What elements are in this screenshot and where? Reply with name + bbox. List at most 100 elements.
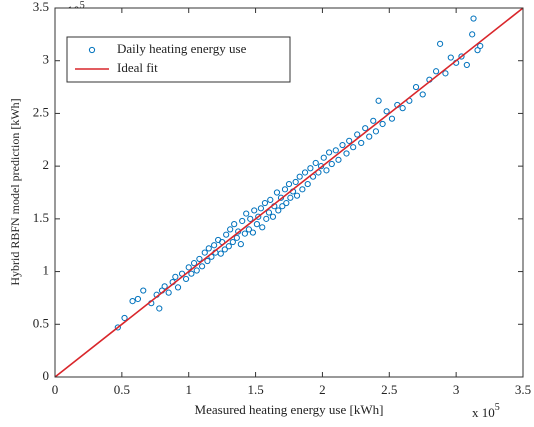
x-multiplier-power: 5 [495, 402, 500, 413]
scatter-point [375, 97, 382, 104]
scatter-point [469, 31, 476, 38]
scatter-point [296, 173, 303, 180]
scatter-point [419, 91, 426, 98]
scatter-point [474, 47, 481, 54]
scatter-point [346, 137, 353, 144]
scatter-point [287, 194, 294, 201]
scatter-point [343, 150, 350, 157]
scatter-point [245, 226, 252, 233]
y-tick-label: 2 [43, 157, 50, 172]
scatter-point [196, 255, 203, 263]
scatter-point [172, 273, 179, 280]
scatter-point [399, 105, 406, 112]
scatter-point [370, 117, 377, 124]
scatter-point [257, 205, 265, 212]
scatter-point [247, 215, 254, 222]
scatter-point [239, 217, 246, 225]
scatter-point [301, 169, 309, 176]
scatter-point [326, 149, 333, 156]
scatter-point [185, 264, 192, 271]
scatter-point [221, 246, 228, 253]
scatter-point [442, 70, 449, 77]
y-tick-label: 3.5 [33, 0, 49, 14]
y-axis-label: Hybrid RBFN model prediction [kWh] [8, 98, 22, 285]
scatter-point [379, 120, 386, 128]
scatter-point [362, 125, 369, 132]
x-multiplier: x 105 [472, 402, 500, 420]
scatter-point [205, 245, 212, 252]
y-tick-label: 2.5 [33, 104, 49, 119]
scatter-point [412, 83, 420, 91]
scatter-point [161, 283, 168, 290]
scatter-point [328, 160, 335, 168]
x-tick-label: 2.5 [381, 382, 397, 397]
scatter-point [223, 231, 230, 238]
scatter-point [229, 238, 236, 246]
x-tick-label: 0 [52, 382, 59, 397]
scatter-point [285, 180, 293, 188]
scatter-point [182, 275, 190, 283]
scatter-point [190, 260, 198, 267]
scatter-point [237, 241, 244, 248]
fit-line [54, 7, 524, 378]
y-tick-label: 3 [43, 52, 50, 67]
scatter-point [140, 287, 147, 294]
scatter-point [269, 213, 277, 220]
legend-marker [88, 46, 96, 54]
y-tick-label: 1.5 [33, 210, 49, 225]
scatter-point [201, 249, 208, 256]
legend-box [66, 36, 291, 83]
scatter-point [253, 221, 261, 228]
scatter-point [114, 324, 121, 331]
scatter-point [292, 178, 299, 186]
axes-box [54, 7, 524, 378]
legend-label: Daily heating energy use [117, 41, 247, 56]
x-tick-label: 2 [319, 382, 326, 397]
scatter-point [463, 61, 470, 69]
y-tick-label: 0.5 [33, 315, 49, 330]
scatter-point [188, 270, 195, 277]
scatter-point [174, 284, 182, 291]
scatter-point [217, 250, 224, 257]
scatter-point [339, 141, 346, 149]
scatter-point [279, 203, 286, 210]
scatter-point [354, 131, 361, 138]
scatter-point [366, 133, 373, 140]
scatter-point [134, 295, 142, 303]
scatter-point [259, 224, 266, 231]
scatter-point [204, 257, 211, 265]
scatter-point [335, 156, 342, 163]
scatter-point [165, 289, 172, 296]
scatter-point [241, 230, 248, 237]
scatter-point [458, 53, 465, 60]
scatter-point [299, 186, 306, 193]
scatter-point [332, 147, 339, 154]
scatter-point [267, 196, 274, 203]
scatter-point [323, 167, 330, 174]
legend-label: Ideal fit [117, 60, 158, 75]
x-tick-label: 3.5 [515, 382, 531, 397]
scatter-point [121, 314, 128, 322]
scatter-point [383, 108, 390, 115]
scatter-point [304, 180, 311, 188]
scatter-point [436, 40, 444, 47]
scatter-point [470, 15, 477, 22]
scatter-point [372, 128, 380, 135]
scatter-point [129, 297, 136, 305]
scatter-point [388, 115, 396, 122]
x-axis-label: Measured heating energy use [kWh] [195, 402, 384, 417]
scatter-point [432, 68, 440, 75]
scatter-point [265, 209, 273, 216]
scatter-point [211, 242, 218, 249]
scatter-point [225, 243, 232, 250]
scatter-point [156, 305, 163, 312]
scatter-point [312, 159, 319, 167]
scatter-point [477, 42, 484, 50]
scatter-point [281, 186, 289, 193]
scatter-point [358, 139, 365, 147]
scatter-point [255, 213, 262, 220]
scatter-point [261, 199, 269, 207]
scatter-point [447, 54, 454, 61]
scatter-point [193, 267, 200, 274]
